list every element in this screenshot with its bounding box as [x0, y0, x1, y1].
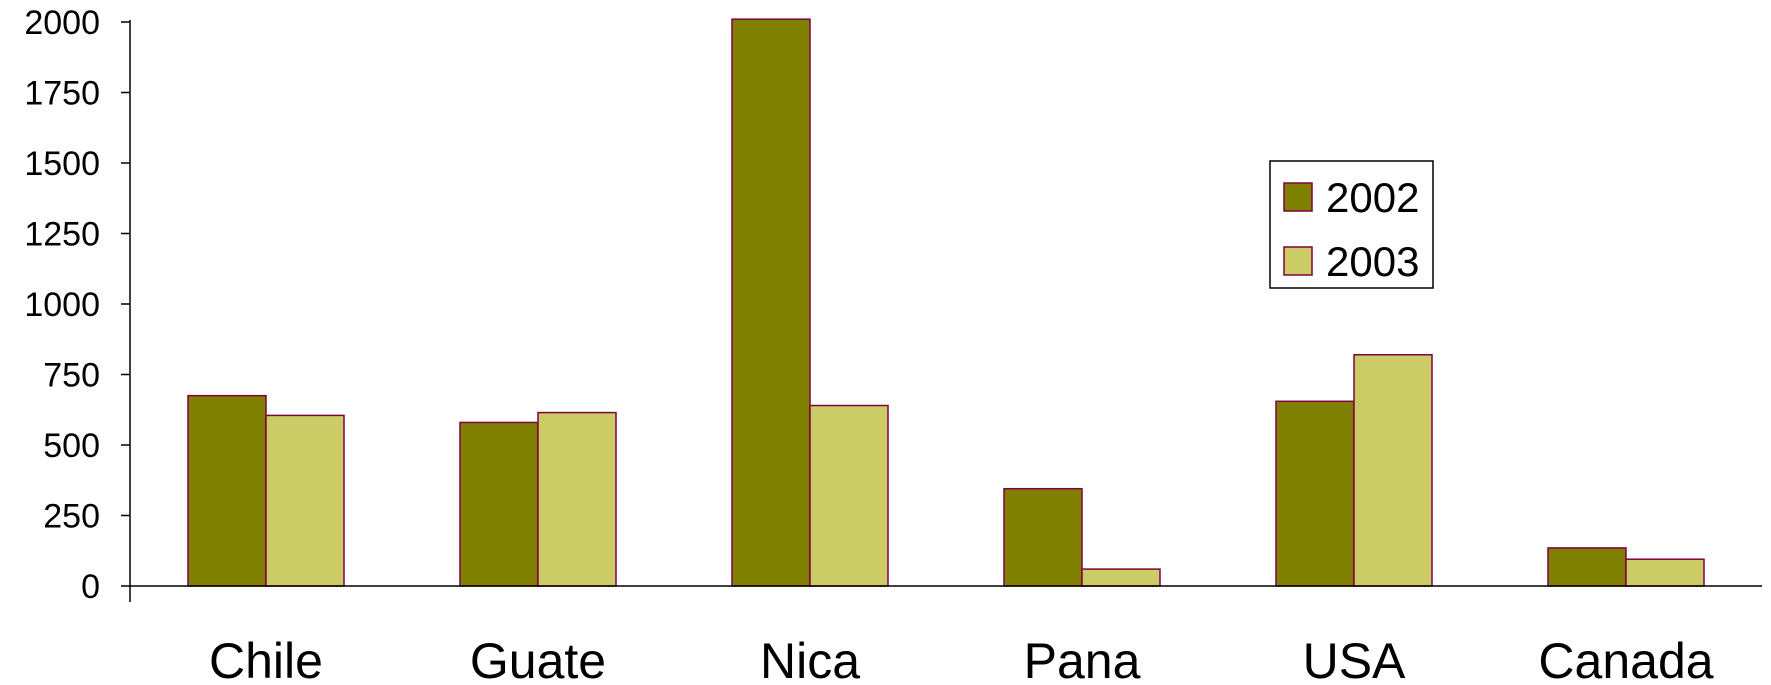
bar-2002-canada — [1547, 547, 1627, 587]
bar-2002-chile — [187, 394, 267, 587]
y-tick-label: 1250 — [24, 216, 100, 254]
legend-swatch-2003 — [1283, 246, 1313, 276]
y-tick-label: 1750 — [24, 75, 100, 113]
legend-label: 2003 — [1326, 238, 1419, 285]
x-category-label: Guate — [470, 633, 606, 685]
bar-2003-chile — [265, 414, 345, 587]
x-category-label: USA — [1303, 633, 1406, 685]
bar-2002-nica — [731, 18, 811, 587]
x-category-label: Chile — [209, 633, 323, 685]
y-tick-label: 250 — [43, 498, 100, 536]
x-category-label: Canada — [1538, 633, 1713, 685]
y-tick-label: 2000 — [24, 4, 100, 42]
legend: 2002 2003 — [1269, 160, 1434, 289]
legend-swatch-2002 — [1283, 182, 1313, 212]
bars-layer — [187, 18, 1705, 587]
bar-2002-usa — [1275, 400, 1355, 587]
y-tick-label: 750 — [43, 357, 100, 395]
bar-2003-usa — [1353, 354, 1433, 587]
bar-2003-canada — [1625, 558, 1705, 587]
legend-label: 2002 — [1326, 174, 1419, 221]
bar-2003-guate — [537, 411, 617, 587]
axes-layer — [129, 20, 1762, 602]
y-tick-label: 500 — [43, 427, 100, 465]
x-category-label: Nica — [760, 633, 860, 685]
y-axis-ticks: 0 250 500 750 1000 1250 1500 1750 2000 — [24, 4, 130, 606]
x-category-label: Pana — [1024, 633, 1141, 685]
bar-2003-pana — [1081, 568, 1161, 587]
y-tick-label: 1000 — [24, 286, 100, 324]
bar-2002-guate — [459, 421, 539, 587]
y-tick-label: 0 — [81, 568, 100, 606]
bar-2003-nica — [809, 404, 889, 587]
bar-2002-pana — [1003, 487, 1083, 587]
y-tick-label: 1500 — [24, 145, 100, 183]
x-axis-labels: Chile Guate Nica Pana USA Canada — [209, 633, 1714, 685]
